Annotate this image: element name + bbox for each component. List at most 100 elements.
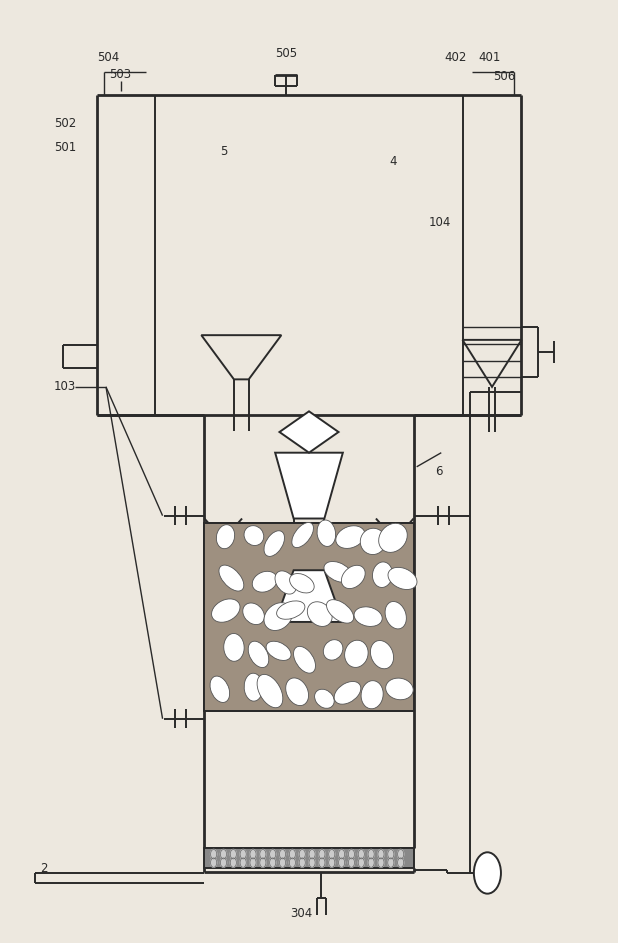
- Circle shape: [319, 858, 325, 868]
- Ellipse shape: [264, 531, 284, 556]
- Circle shape: [240, 850, 246, 859]
- Circle shape: [474, 852, 501, 894]
- Circle shape: [269, 858, 276, 868]
- Text: 505: 505: [275, 46, 297, 59]
- Ellipse shape: [360, 528, 386, 554]
- Ellipse shape: [379, 523, 407, 553]
- Circle shape: [368, 858, 375, 868]
- Ellipse shape: [211, 599, 240, 622]
- Text: 501: 501: [54, 141, 76, 154]
- Circle shape: [211, 858, 217, 868]
- Text: 503: 503: [109, 68, 131, 81]
- Ellipse shape: [385, 602, 407, 629]
- Ellipse shape: [257, 674, 283, 708]
- Text: 2: 2: [40, 862, 48, 875]
- Ellipse shape: [361, 681, 383, 709]
- Circle shape: [349, 858, 355, 868]
- Circle shape: [319, 850, 325, 859]
- Circle shape: [329, 858, 335, 868]
- Ellipse shape: [370, 640, 394, 669]
- Ellipse shape: [243, 603, 265, 624]
- Bar: [205, 523, 413, 711]
- Polygon shape: [279, 411, 339, 453]
- Circle shape: [231, 850, 237, 859]
- Circle shape: [349, 850, 355, 859]
- Ellipse shape: [210, 676, 230, 703]
- Ellipse shape: [336, 526, 365, 549]
- Ellipse shape: [307, 602, 332, 626]
- Text: 6: 6: [435, 465, 442, 478]
- Polygon shape: [275, 453, 343, 519]
- Text: 5: 5: [220, 145, 227, 158]
- Circle shape: [221, 850, 227, 859]
- Ellipse shape: [224, 634, 244, 661]
- Text: 506: 506: [494, 70, 516, 83]
- Circle shape: [368, 850, 375, 859]
- Ellipse shape: [244, 673, 263, 702]
- Ellipse shape: [252, 571, 277, 592]
- Ellipse shape: [324, 561, 352, 582]
- Circle shape: [299, 850, 305, 859]
- Circle shape: [260, 858, 266, 868]
- Ellipse shape: [277, 601, 305, 620]
- Bar: [205, 848, 413, 869]
- Ellipse shape: [323, 639, 343, 660]
- Ellipse shape: [286, 678, 308, 705]
- Ellipse shape: [345, 640, 368, 668]
- Text: 402: 402: [444, 51, 467, 64]
- Circle shape: [309, 850, 315, 859]
- Circle shape: [221, 858, 227, 868]
- Circle shape: [289, 850, 295, 859]
- Text: 304: 304: [290, 907, 313, 920]
- Text: 104: 104: [429, 216, 451, 229]
- Circle shape: [397, 850, 404, 859]
- Circle shape: [329, 850, 335, 859]
- Circle shape: [339, 850, 345, 859]
- Ellipse shape: [292, 522, 313, 548]
- Ellipse shape: [334, 682, 361, 704]
- Circle shape: [387, 858, 394, 868]
- Ellipse shape: [216, 524, 235, 549]
- Circle shape: [269, 850, 276, 859]
- Ellipse shape: [354, 607, 382, 626]
- Circle shape: [299, 858, 305, 868]
- Ellipse shape: [317, 520, 336, 546]
- Ellipse shape: [326, 600, 353, 623]
- Ellipse shape: [266, 641, 291, 660]
- Ellipse shape: [386, 678, 413, 700]
- Ellipse shape: [219, 565, 244, 591]
- Circle shape: [289, 858, 295, 868]
- Circle shape: [358, 858, 365, 868]
- Circle shape: [279, 858, 286, 868]
- Circle shape: [279, 850, 286, 859]
- Text: 103: 103: [54, 380, 76, 393]
- Circle shape: [211, 850, 217, 859]
- Circle shape: [397, 858, 404, 868]
- Circle shape: [378, 858, 384, 868]
- Ellipse shape: [373, 562, 392, 587]
- Ellipse shape: [290, 573, 314, 593]
- Circle shape: [240, 858, 246, 868]
- Circle shape: [231, 858, 237, 868]
- Circle shape: [339, 858, 345, 868]
- Circle shape: [387, 850, 394, 859]
- Text: 504: 504: [97, 51, 119, 64]
- Text: 401: 401: [478, 51, 501, 64]
- Circle shape: [250, 858, 256, 868]
- Ellipse shape: [244, 525, 264, 545]
- Ellipse shape: [388, 568, 417, 589]
- Text: 4: 4: [389, 155, 397, 168]
- Circle shape: [250, 850, 256, 859]
- Text: 502: 502: [54, 117, 76, 130]
- Ellipse shape: [248, 641, 269, 668]
- Polygon shape: [275, 571, 343, 622]
- Circle shape: [309, 858, 315, 868]
- Ellipse shape: [264, 603, 292, 631]
- Ellipse shape: [341, 565, 365, 588]
- Circle shape: [378, 850, 384, 859]
- Ellipse shape: [275, 571, 296, 594]
- Circle shape: [260, 850, 266, 859]
- Circle shape: [358, 850, 365, 859]
- Ellipse shape: [294, 646, 315, 673]
- Ellipse shape: [315, 689, 334, 708]
